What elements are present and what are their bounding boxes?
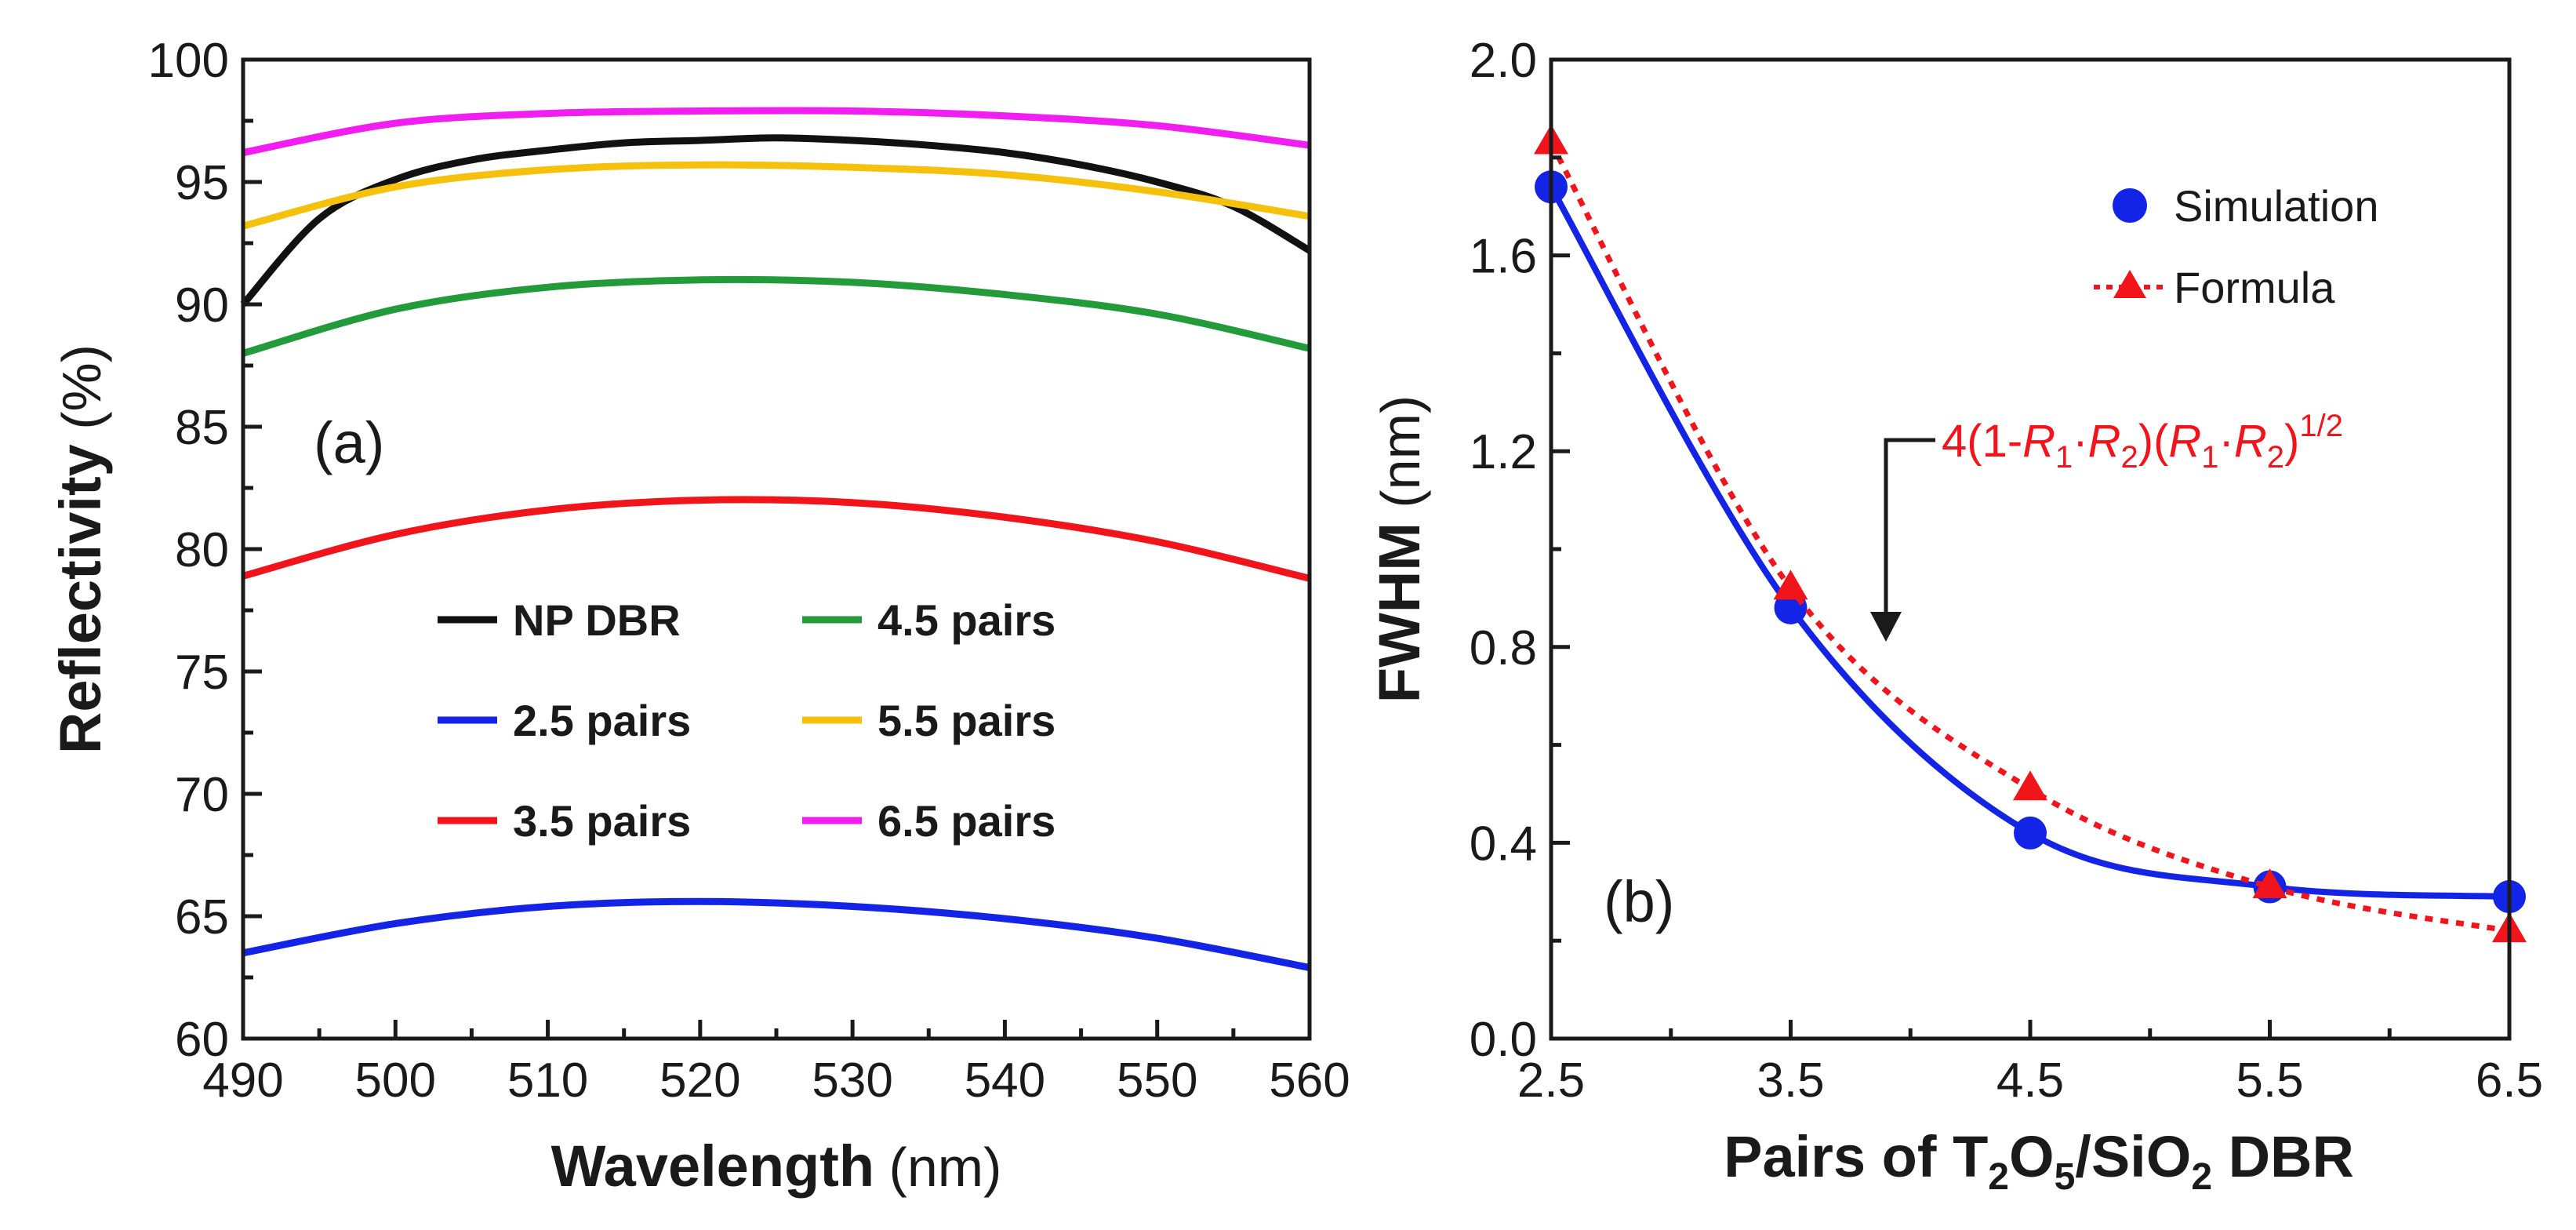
x-tick-label: 3.5: [1757, 1054, 1824, 1108]
anno-exponent: 1/2: [2299, 409, 2343, 443]
x-tick-label: 500: [355, 1054, 436, 1108]
formula-point: [2252, 868, 2287, 898]
anno-r1b: R: [2168, 416, 2201, 467]
panel-b-legend: Simulation Formula: [2094, 181, 2378, 312]
panel-b-x-axis-title: Pairs of T2O5/SiO2 DBR: [1724, 1124, 2354, 1198]
anno-r1a: R: [2022, 416, 2055, 467]
panel-a-chart: 490 500 510 520 530 540 550 560 60 65 70 75 80 85 90 95…: [48, 34, 1350, 1199]
panel-b-y-axis-title-main: FWHM: [1367, 522, 1432, 703]
y-tick-label: 70: [175, 768, 229, 822]
x-tick-label: 560: [1269, 1054, 1350, 1108]
formula-point: [2013, 770, 2047, 801]
anno-s2a: 2: [2121, 440, 2138, 475]
x-tick-label: 540: [965, 1054, 1045, 1108]
panel-a-label: (a): [314, 410, 384, 475]
panel-b-x-title-sub3: 2: [2191, 1156, 2212, 1198]
anno-dot1: ·: [2073, 416, 2087, 467]
series-line-6-5-pairs: [242, 107, 1310, 157]
panel-b-x-title-part1: Pairs of T: [1724, 1124, 1988, 1189]
panel-b-x-title-part4: DBR: [2212, 1124, 2354, 1189]
legend-label-3-5-pairs: 3.5 pairs: [513, 796, 691, 846]
anno-mid: )(: [2138, 416, 2169, 467]
panel-b-ticks: 2.5 3.5 4.5 5.5 6.5 0.0 0.4 0.8 1.2 1.6 2.0: [1470, 34, 2543, 1108]
series-line-4-5-pairs: [242, 275, 1310, 357]
legend-label-4-5-pairs: 4.5 pairs: [877, 595, 1055, 645]
panel-a-x-axis-title-unit: (nm): [889, 1137, 1002, 1198]
x-tick-label: 5.5: [2236, 1054, 2303, 1108]
y-tick-label: 65: [175, 890, 229, 944]
y-tick-label: 1.6: [1470, 230, 1537, 284]
series-line-formula: [1548, 141, 2510, 934]
legend-simulation-marker: [2113, 188, 2147, 223]
anno-prefix: 4(1-: [1942, 416, 2022, 467]
y-tick-label: 0.4: [1470, 817, 1537, 871]
panel-b-x-title-sub1: 2: [1988, 1156, 2009, 1198]
anno-r2a: R: [2088, 416, 2121, 467]
x-tick-label: 4.5: [1996, 1054, 2064, 1108]
series-line-5-5-pairs: [242, 161, 1310, 230]
annotation-formula-text: 4(1-R1·R2)(R1·R2)1/2: [1942, 409, 2343, 475]
panel-b-x-title-part3: /SiO: [2075, 1124, 2191, 1189]
legend-label-simulation: Simulation: [2174, 181, 2378, 231]
y-tick-label: 2.0: [1470, 34, 1537, 88]
panel-a-plot-frame: [241, 57, 1312, 1041]
formula-annotation: 4(1-R1·R2)(R1·R2)1/2: [1870, 409, 2343, 642]
anno-close: ): [2284, 416, 2299, 467]
y-tick-label: 80: [175, 523, 229, 577]
panel-b-series-group: [1534, 124, 2527, 943]
y-tick-label: 60: [175, 1013, 229, 1067]
panel-a-y-axis-title-unit: (%): [51, 344, 112, 430]
panel-a-x-axis-title: Wavelength (nm): [551, 1134, 1002, 1199]
y-tick-label: 90: [175, 278, 229, 333]
annotation-arrowhead: [1870, 612, 1902, 642]
series-line-np-dbr: [240, 134, 1312, 307]
x-tick-label: 550: [1117, 1054, 1197, 1108]
legend-formula-marker: [2113, 270, 2146, 298]
series-line-simulation: [1548, 185, 2510, 900]
x-tick-label: 2.5: [1517, 1054, 1585, 1108]
panel-a-legend: NP DBR 2.5 pairs 3.5 pairs 4.5 pairs 5.5…: [438, 595, 1055, 846]
x-tick-label: 530: [812, 1054, 892, 1108]
legend-label-6-5-pairs: 6.5 pairs: [877, 796, 1055, 846]
y-tick-label: 0.0: [1470, 1013, 1537, 1067]
anno-s1b: 1: [2201, 440, 2218, 475]
panel-b-chart: 2.5 3.5 4.5 5.5 6.5 0.0 0.4 0.8 1.2 1.6 2.0 (b) Pa…: [1367, 34, 2543, 1198]
anno-r2b: R: [2234, 416, 2267, 467]
panel-a-y-axis-title-main: Reflectivity: [48, 444, 113, 754]
panel-b-x-title-sub2: 5: [2055, 1156, 2076, 1198]
x-tick-label: 6.5: [2476, 1054, 2543, 1108]
panel-b-y-axis-title: FWHM (nm): [1367, 395, 1432, 703]
x-tick-label: 520: [659, 1054, 740, 1108]
legend-label-np-dbr: NP DBR: [513, 595, 681, 645]
y-tick-label: 1.2: [1470, 425, 1537, 479]
x-tick-label: 510: [507, 1054, 588, 1108]
panel-b-label: (b): [1604, 869, 1674, 934]
y-tick-label: 100: [148, 34, 229, 88]
panel-a-series-group: [240, 107, 1312, 971]
anno-dot2: ·: [2219, 416, 2234, 467]
panel-a-y-axis-title: Reflectivity (%): [48, 344, 113, 754]
y-tick-label: 85: [175, 401, 229, 455]
legend-label-formula: Formula: [2174, 263, 2335, 312]
legend-label-2-5-pairs: 2.5 pairs: [513, 696, 691, 745]
y-tick-label: 0.8: [1470, 621, 1537, 675]
simulation-point: [2014, 816, 2047, 850]
series-line-3-5-pairs: [242, 496, 1311, 582]
anno-s2b: 2: [2267, 440, 2284, 475]
panel-a-ticks: 490 500 510 520 530 540 550 560 60 65 70 75 80 85 90 95…: [148, 34, 1350, 1108]
formula-point: [1773, 570, 1808, 600]
panel-a-x-axis-title-main: Wavelength: [551, 1134, 875, 1199]
annotation-leader-line: [1884, 438, 1935, 620]
panel-b-x-title-part2: O: [2009, 1124, 2055, 1189]
x-tick-label: 490: [202, 1054, 283, 1108]
series-line-2-5-pairs: [242, 897, 1310, 971]
panel-b-y-axis-title-unit: (nm): [1370, 395, 1431, 508]
y-tick-label: 75: [175, 646, 229, 700]
y-tick-label: 95: [175, 156, 229, 210]
anno-s1a: 1: [2055, 440, 2073, 475]
legend-label-5-5-pairs: 5.5 pairs: [877, 696, 1055, 745]
